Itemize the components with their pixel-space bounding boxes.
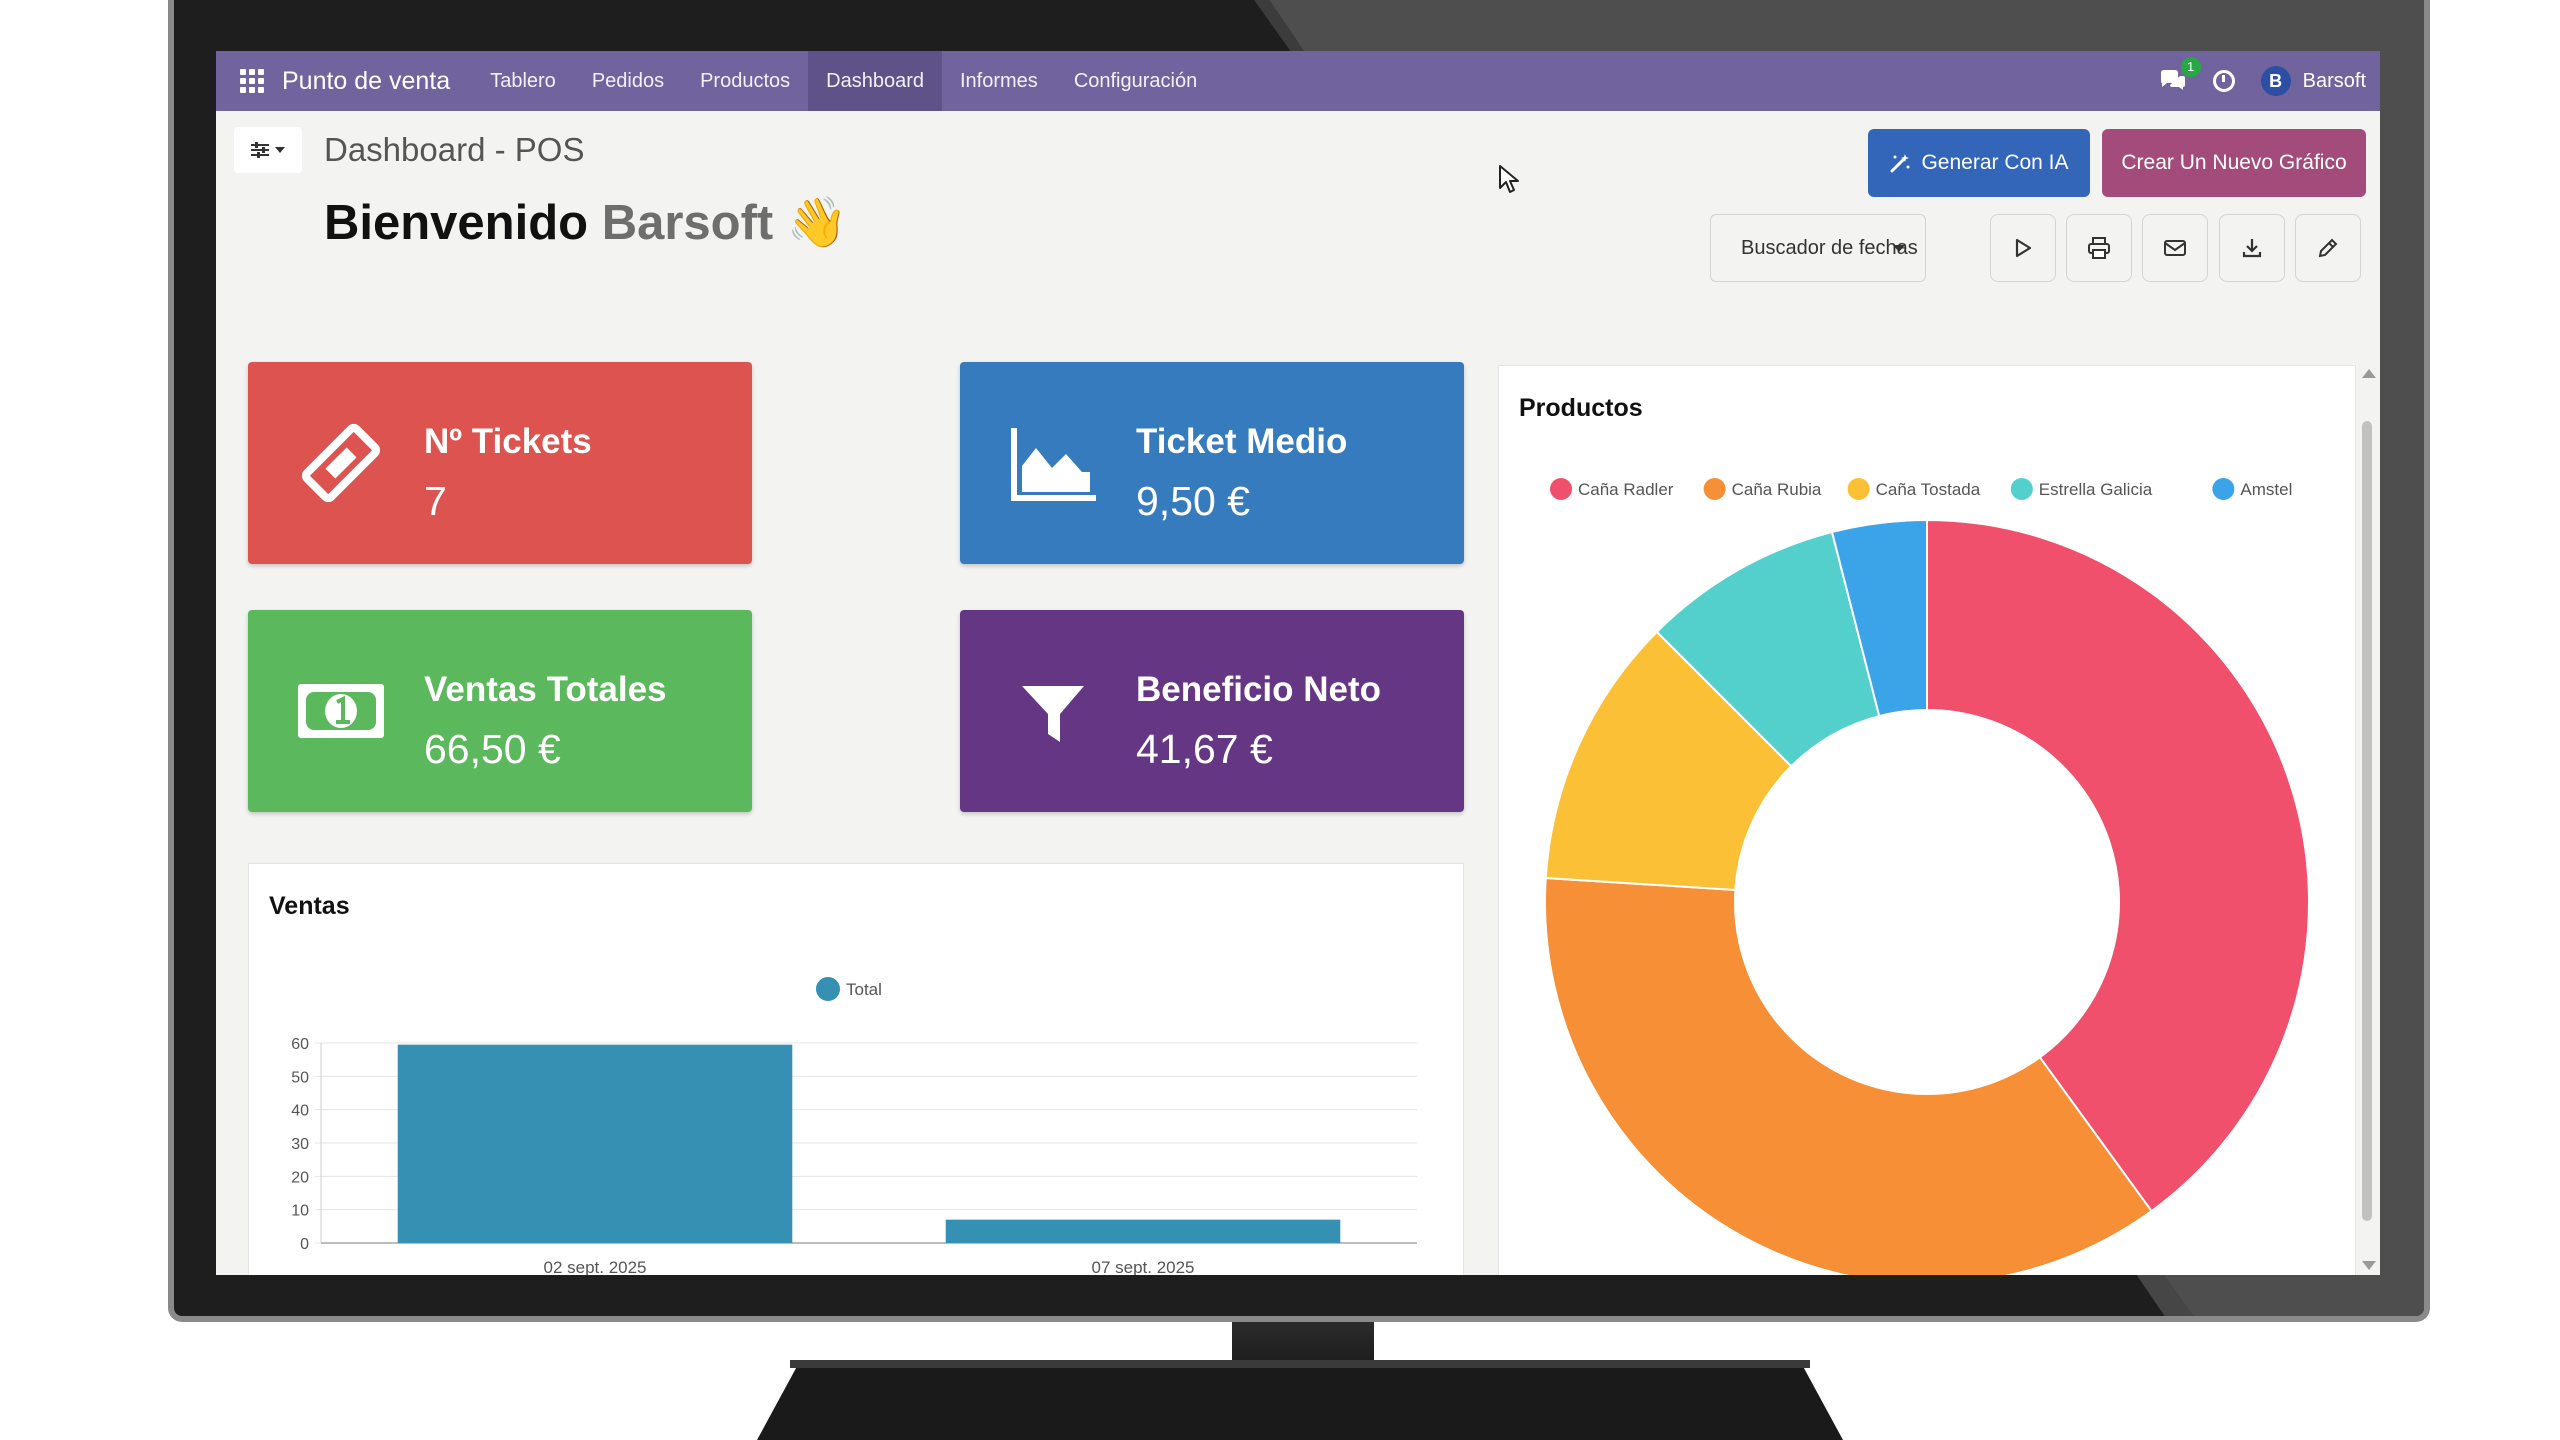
y-tick-label: 60 bbox=[291, 1036, 309, 1053]
money-bill-icon bbox=[298, 684, 384, 738]
doughnut-slice bbox=[1926, 518, 2310, 1213]
bar bbox=[945, 1219, 1341, 1243]
legend-label: Caña Rubia bbox=[1732, 480, 1822, 499]
doughnut-slice bbox=[1544, 876, 2153, 1275]
legend-label: Caña Radler bbox=[1578, 480, 1674, 499]
legend-label: Caña Tostada bbox=[1876, 480, 1981, 499]
kpi-value: 41,67 € bbox=[1136, 726, 1273, 772]
new-chart-button[interactable]: Crear Un Nuevo Gráfico bbox=[2102, 129, 2366, 197]
monitor-stand-base bbox=[757, 1360, 1843, 1440]
bar-chart: Total 0 10 20 30 40 50 60 02 sept. 2025 07 sept. … bbox=[291, 977, 1417, 1275]
scroll-down-arrow[interactable] bbox=[2362, 1261, 2376, 1270]
y-tick-label: 40 bbox=[291, 1103, 309, 1120]
y-tick-label: 50 bbox=[291, 1069, 309, 1086]
kpi-title: Beneficio Neto bbox=[1136, 670, 1382, 709]
legend-swatch bbox=[2010, 478, 2033, 500]
doughnut-slice bbox=[1830, 518, 1928, 718]
kpi-title: Ticket Medio bbox=[1136, 422, 1348, 461]
chat-badge: 1 bbox=[2180, 57, 2201, 77]
scrollbar-thumb[interactable] bbox=[2362, 421, 2372, 1221]
welcome-user: Barsoft bbox=[601, 196, 774, 250]
nav-item-productos[interactable]: Productos bbox=[700, 70, 791, 92]
kpi-card-net-profit[interactable]: Beneficio Neto 41,67 € bbox=[960, 610, 1464, 812]
bar bbox=[397, 1044, 793, 1243]
screen: Punto de venta Tablero Pedidos Productos… bbox=[216, 51, 2380, 1275]
y-tick-label: 20 bbox=[291, 1169, 309, 1186]
area-chart-icon bbox=[1011, 428, 1096, 501]
filter-toggle-button[interactable] bbox=[234, 127, 302, 173]
nav-item-pedidos[interactable]: Pedidos bbox=[591, 70, 665, 92]
legend-label: Amstel bbox=[2240, 480, 2292, 499]
legend-swatch bbox=[1550, 478, 1572, 500]
x-tick-label: 02 sept. 2025 bbox=[543, 1258, 646, 1275]
download-button[interactable] bbox=[2219, 214, 2285, 282]
ticket-icon bbox=[301, 423, 381, 503]
generate-ai-button[interactable]: Generar Con IA bbox=[1868, 129, 2090, 197]
nav-item-configuracion[interactable]: Configuración bbox=[1073, 70, 1198, 92]
date-filter-label: Buscador de fechas bbox=[1741, 236, 1918, 259]
y-tick-label: 10 bbox=[291, 1203, 309, 1220]
kpi-card-total-sales[interactable]: Ventas Totales 66,50 € bbox=[248, 610, 752, 812]
magic-wand-icon bbox=[1890, 154, 1910, 173]
pencil-icon bbox=[2318, 238, 2338, 258]
kpi-value: 7 bbox=[424, 478, 447, 524]
welcome-heading: Bienvenido Barsoft 👋 bbox=[324, 194, 848, 251]
legend-swatch bbox=[1847, 478, 1870, 500]
filter-icon bbox=[1022, 686, 1084, 742]
kpi-value: 66,50 € bbox=[424, 726, 561, 772]
kpi-title: Nº Tickets bbox=[424, 422, 592, 461]
y-tick-label: 0 bbox=[300, 1236, 309, 1253]
navbar-systray: 1 B Barsoft bbox=[2159, 57, 2380, 96]
legend-label: Total bbox=[846, 980, 882, 999]
date-filter-dropdown[interactable]: Buscador de fechas bbox=[1710, 214, 1926, 282]
caret-down-icon bbox=[275, 147, 285, 153]
productos-chart-card: Productos Caña Radler Caña Rubia Caña Tost… bbox=[1498, 365, 2356, 1275]
legend-swatch bbox=[1703, 478, 1726, 500]
print-icon bbox=[2088, 237, 2110, 259]
nav-item-tablero[interactable]: Tablero bbox=[490, 70, 556, 92]
breadcrumb: Dashboard - POS bbox=[324, 131, 585, 168]
nav-item-dashboard[interactable]: Dashboard bbox=[808, 51, 942, 111]
doughnut-chart: Caña Radler Caña Rubia Caña Tostada Estrell… bbox=[1544, 478, 2310, 1275]
app-brand[interactable]: Punto de venta bbox=[282, 66, 451, 95]
play-icon bbox=[2015, 238, 2032, 258]
chart-title: Ventas bbox=[269, 892, 350, 920]
y-tick-label: 30 bbox=[291, 1136, 309, 1153]
edit-button[interactable] bbox=[2295, 214, 2361, 282]
mouse-cursor-icon bbox=[1499, 165, 1519, 193]
chevron-down-icon bbox=[1893, 245, 1905, 252]
app-grid-icon[interactable] bbox=[240, 69, 264, 93]
chart-title: Productos bbox=[1519, 394, 1643, 422]
legend-label: Estrella Galicia bbox=[2039, 480, 2153, 499]
kpi-card-avg-ticket[interactable]: Ticket Medio 9,50 € bbox=[960, 362, 1464, 564]
legend-swatch bbox=[816, 977, 840, 1001]
user-name[interactable]: Barsoft bbox=[2302, 69, 2366, 92]
generate-ai-label: Generar Con IA bbox=[1921, 151, 2069, 174]
user-avatar[interactable]: B bbox=[2260, 66, 2291, 96]
welcome-prefix: Bienvenido bbox=[324, 196, 589, 250]
clock-icon[interactable] bbox=[2212, 70, 2235, 92]
kpi-value: 9,50 € bbox=[1136, 478, 1250, 524]
scroll-up-arrow[interactable] bbox=[2362, 369, 2376, 378]
wave-emoji: 👋 bbox=[786, 196, 848, 250]
sliders-icon bbox=[251, 142, 269, 158]
top-navbar: Punto de venta Tablero Pedidos Productos… bbox=[216, 51, 2380, 111]
download-icon bbox=[2242, 239, 2262, 258]
monitor-stand-base-edge bbox=[790, 1360, 1810, 1368]
x-tick-label: 07 sept. 2025 bbox=[1091, 1258, 1194, 1275]
kpi-card-tickets[interactable]: Nº Tickets 7 bbox=[248, 362, 752, 564]
kpi-title: Ventas Totales bbox=[424, 670, 667, 709]
print-button[interactable] bbox=[2066, 214, 2132, 282]
email-button[interactable] bbox=[2142, 214, 2208, 282]
chat-icon[interactable]: 1 bbox=[2159, 57, 2201, 93]
play-button[interactable] bbox=[1990, 214, 2056, 282]
nav-item-informes[interactable]: Informes bbox=[960, 70, 1038, 92]
legend-swatch bbox=[2212, 478, 2235, 500]
ventas-chart-card: Ventas Total 0 10 20 30 40 50 60 02 sept. 2025 07… bbox=[248, 863, 1464, 1275]
envelope-icon bbox=[2164, 240, 2186, 256]
